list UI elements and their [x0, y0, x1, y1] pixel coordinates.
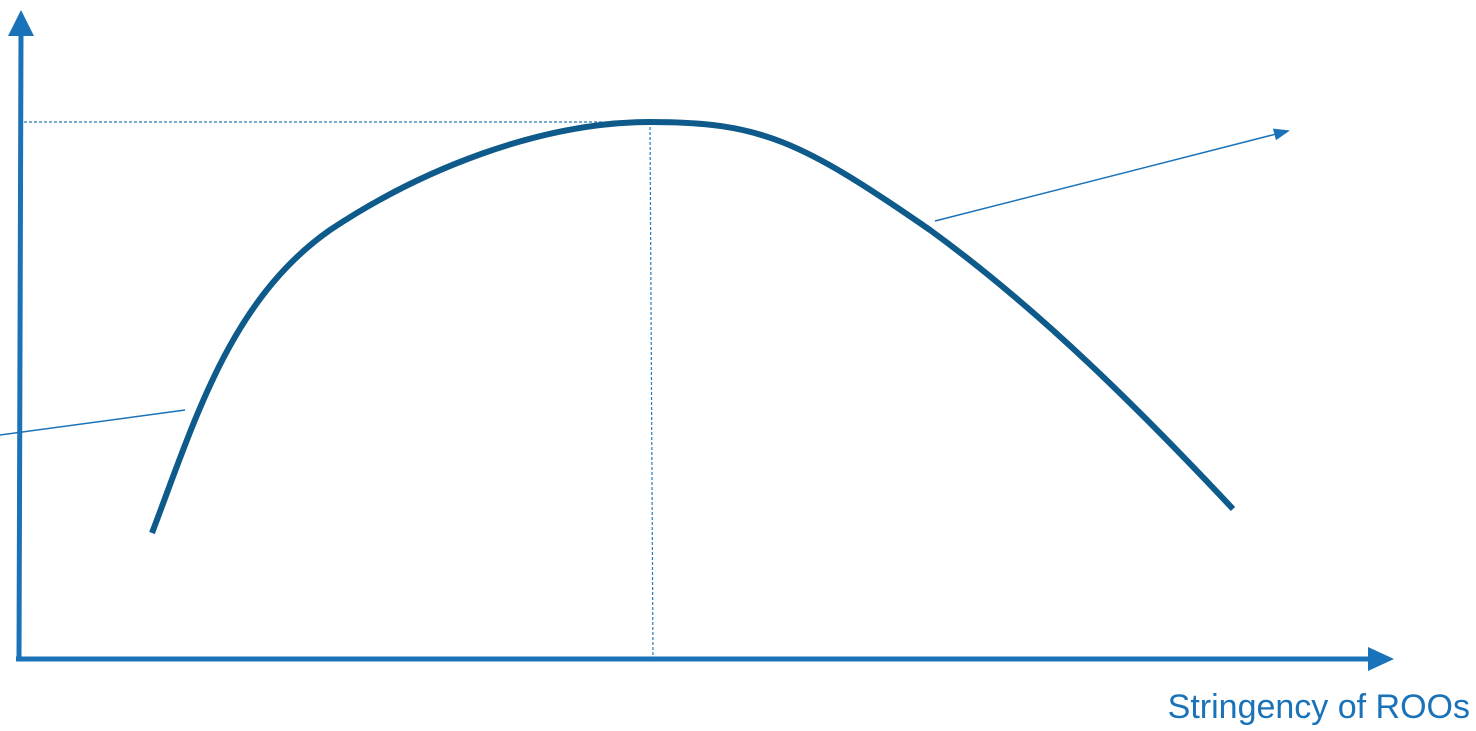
- y-axis: [16, 33, 24, 660]
- left-pointer-line: [0, 409, 186, 436]
- x-axis-label: Stringency of ROOs: [1167, 688, 1470, 726]
- x-axis-arrowhead: [1368, 647, 1394, 671]
- inverted-u-curve: [149, 118, 1236, 535]
- y-axis-arrowhead: [8, 10, 34, 36]
- right-pointer-arrow: [934, 128, 1290, 222]
- peak-vertical-guide: [649, 121, 654, 660]
